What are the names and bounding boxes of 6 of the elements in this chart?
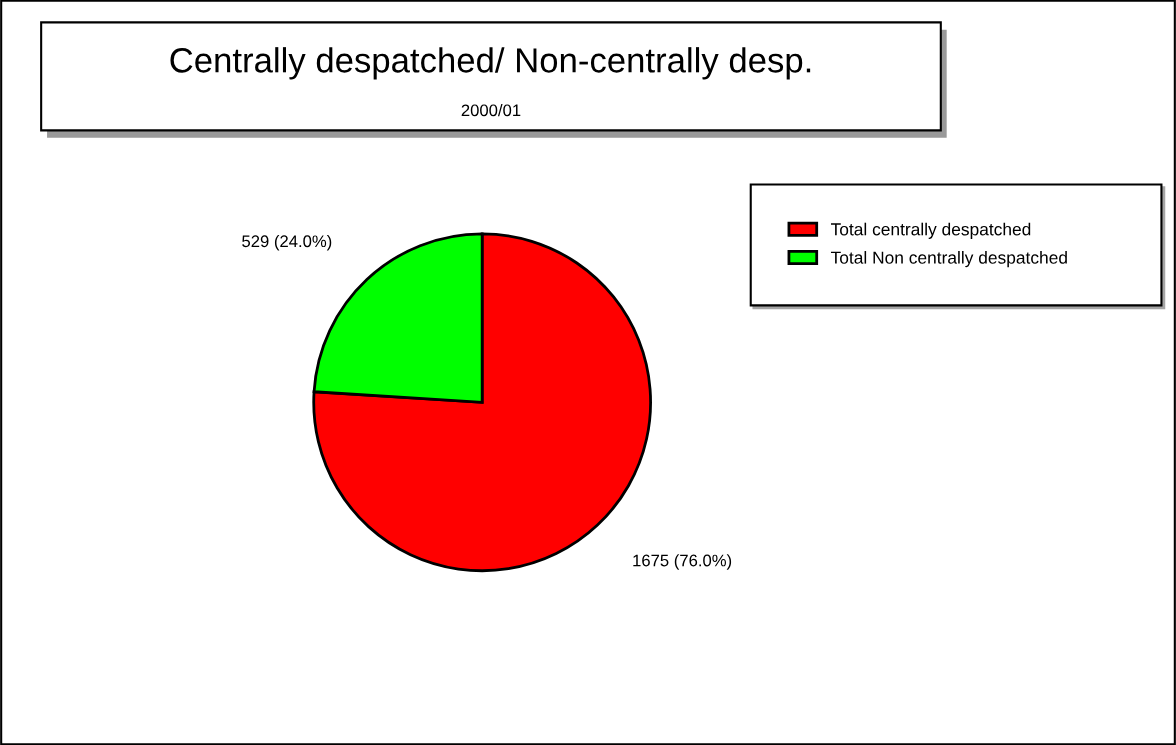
chart-title: Centrally despatched/ Non-centrally desp. — [170, 47, 811, 80]
legend-label: Total centrally despatched — [830, 222, 1031, 239]
legend-label: Total Non centrally despatched — [830, 251, 1067, 268]
chart-subtitle: 2000/01 — [461, 103, 521, 117]
data-label: 529 (24.0%) — [242, 234, 332, 251]
data-label: 1675 (76.0%) — [633, 554, 732, 570]
